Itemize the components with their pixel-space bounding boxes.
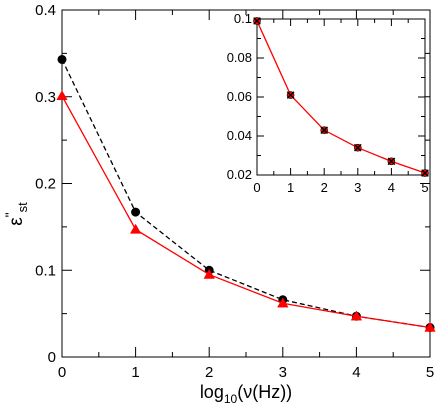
main-series-1-point [203, 268, 215, 279]
main-x-tick-label: 3 [279, 364, 287, 381]
main-y-tick-label: 0.4 [35, 2, 56, 19]
main-y-tick-label: 0.3 [35, 89, 56, 106]
main-x-axis-title: log10(ν(Hz)) [200, 382, 292, 406]
inset-panel: 0 1 2 3 4 5 0.02 0.04 0.06 0.08 0.1 [227, 11, 429, 195]
main-x-tick-label: 4 [352, 364, 360, 381]
main-x-tick-label: 5 [426, 364, 434, 381]
inset-y-tick-label: 0.1 [234, 11, 252, 26]
main-x-tick-label: 1 [131, 364, 139, 381]
inset-x-tick-label: 5 [421, 180, 428, 195]
main-y-axis-title: ε"st [2, 202, 30, 226]
inset-series-1-point [353, 143, 362, 152]
inset-series-1-point [286, 91, 295, 99]
main-y-tick-label: 0.2 [35, 176, 56, 193]
main-series-1-point [277, 297, 289, 308]
inset-y-tick-label: 0.06 [227, 89, 252, 104]
inset-series-1-point [320, 126, 329, 134]
inset-y-tick-label: 0.08 [227, 50, 252, 65]
inset-x-tick-label: 4 [388, 180, 395, 195]
inset-plot-frame [256, 18, 426, 176]
main-series-0-point [57, 54, 67, 64]
inset-x-tick-label: 3 [354, 180, 361, 195]
main-x-tick-label: 0 [58, 364, 66, 381]
main-y-tick-label: 0.1 [35, 262, 56, 279]
inset-x-tick-label: 0 [253, 180, 260, 195]
main-series-1-point [350, 310, 363, 321]
inset-series-1-point [387, 157, 396, 166]
inset-y-tick-label: 0.04 [227, 128, 252, 143]
inset-x-tick-label: 1 [287, 180, 294, 195]
main-series-1-line [61, 95, 431, 329]
main-series-1-point [424, 321, 436, 332]
main-series-1-point [56, 90, 68, 101]
inset-series-1-point [253, 17, 261, 25]
main-series-1-point [129, 223, 142, 234]
inset-x-tick-label: 2 [321, 180, 328, 195]
main-x-tick-label: 2 [205, 364, 213, 381]
inset-series-1-point [421, 169, 429, 177]
main-y-tick-label: 0 [48, 349, 56, 366]
inset-series-0-line [256, 20, 426, 174]
inset-y-tick-label: 0.02 [227, 167, 252, 182]
main-series-0-point [131, 207, 141, 217]
